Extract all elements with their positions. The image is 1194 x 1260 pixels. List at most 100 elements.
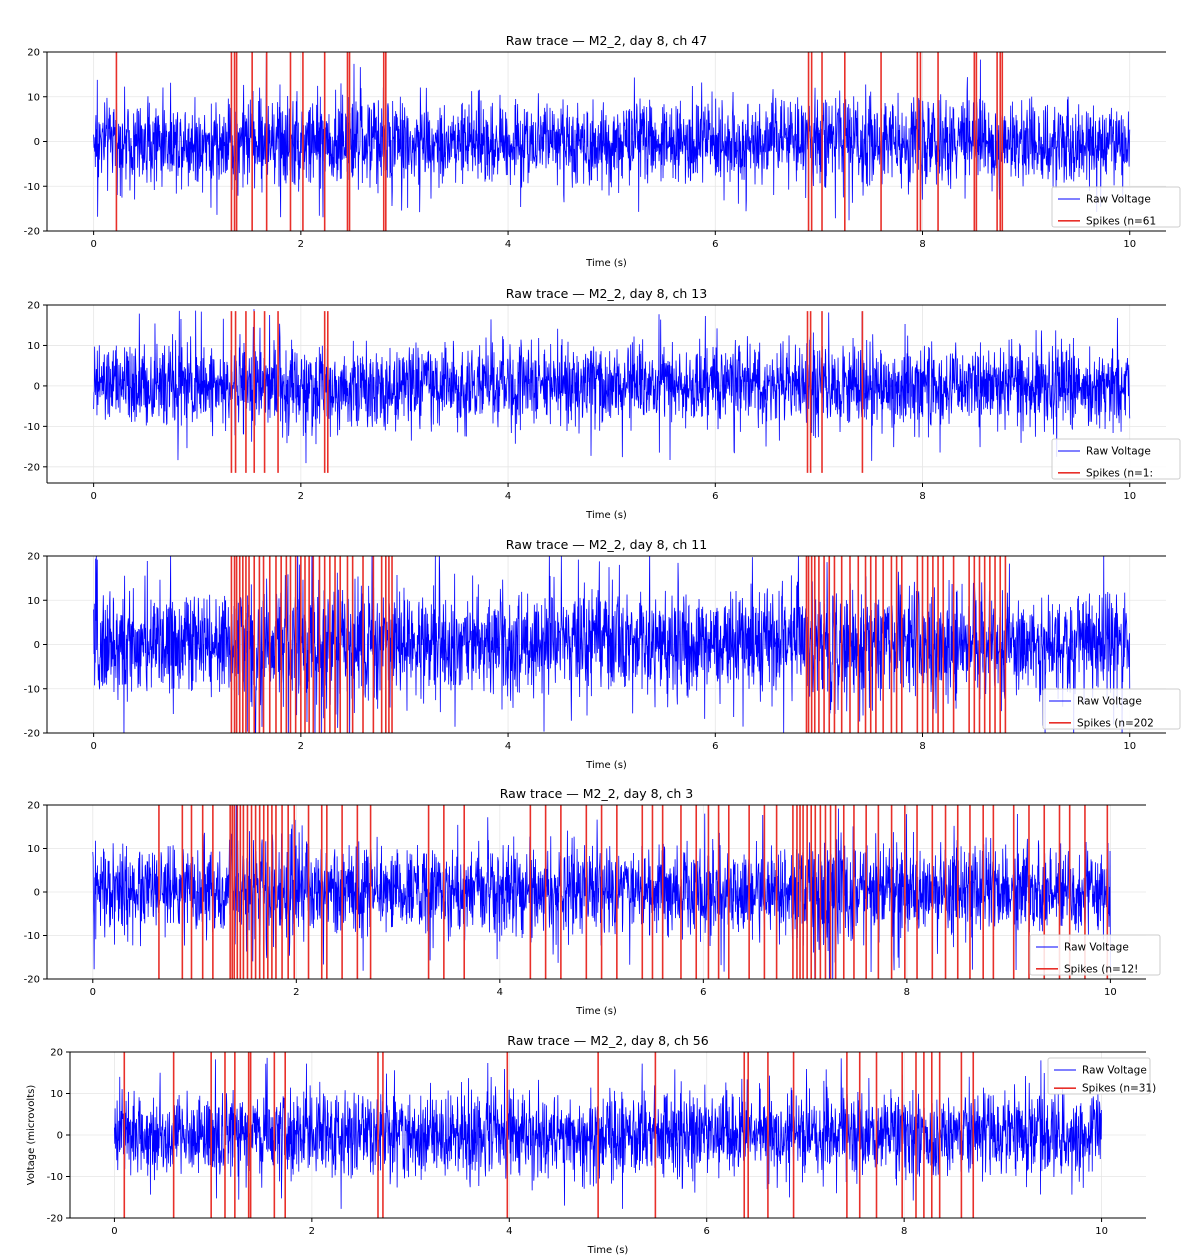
x-tick-label: 2 [298, 741, 304, 752]
y-tick-label: 0 [34, 888, 40, 899]
x-tick-label: 10 [1095, 1226, 1108, 1237]
x-tick-label: 2 [293, 987, 299, 998]
x-tick-label: 0 [90, 741, 96, 752]
x-axis-label: Time (s) [585, 258, 627, 269]
y-tick-label: -20 [24, 462, 40, 473]
x-tick-label: 0 [90, 239, 96, 250]
x-tick-label: 2 [298, 239, 304, 250]
x-axis-label: Time (s) [587, 1245, 629, 1256]
legend-label-spikes: Spikes (n=61 [1086, 215, 1156, 227]
y-tick-label: -10 [24, 182, 40, 193]
y-tick-label: 0 [57, 1131, 63, 1142]
legend-box [1029, 934, 1161, 976]
y-tick-label: -10 [24, 931, 40, 942]
legend-label-raw: Raw Voltage [1086, 194, 1151, 206]
y-tick-label: -20 [24, 227, 40, 238]
y-tick-label: 0 [34, 381, 40, 392]
x-tick-label: 8 [919, 239, 925, 250]
y-tick-label: -20 [24, 975, 40, 986]
x-axis-label: Time (s) [575, 1006, 617, 1017]
legend: Raw Voltage Spikes (n=12! [1029, 934, 1161, 976]
plot-area [93, 556, 1131, 733]
x-tick-label: 8 [919, 741, 925, 752]
chart-panel-4: 0 2 4 6 8 10 20 10 0 -10 -20 Raw trace — M2_2, day … [24, 786, 1161, 1017]
legend-label-raw: Raw Voltage [1086, 446, 1151, 458]
chart-panel-1: 0 2 4 6 8 10 20 10 0 -10 -20 Raw trace — M2_2, day … [24, 33, 1181, 269]
y-tick-label: 0 [34, 640, 40, 651]
x-tick-label: 6 [712, 741, 718, 752]
chart-panel-3: 0 2 4 6 8 10 20 10 0 -10 -20 Raw trace — M2_2, day … [24, 537, 1181, 771]
y-tick-label: 10 [27, 844, 40, 855]
x-tick-label: 10 [1123, 239, 1136, 250]
plot-area [93, 52, 1131, 231]
y-tick-label: 20 [27, 801, 40, 812]
plot-area [114, 1052, 1102, 1218]
y-tick-label: 10 [50, 1089, 63, 1100]
x-axis-label: Time (s) [585, 760, 627, 771]
legend-box [1047, 1057, 1151, 1095]
x-tick-label: 6 [700, 987, 706, 998]
y-tick-label: 20 [27, 48, 40, 59]
legend-label-raw: Raw Voltage [1077, 696, 1142, 708]
legend-label-raw: Raw Voltage [1064, 942, 1129, 954]
plot-area [92, 805, 1111, 979]
y-tick-label: 20 [27, 552, 40, 563]
legend-box [1051, 186, 1181, 228]
plot-area [93, 309, 1131, 473]
x-tick-label: 0 [90, 987, 96, 998]
chart-title: Raw trace — M2_2, day 8, ch 11 [506, 537, 707, 552]
chart-title: Raw trace — M2_2, day 8, ch 56 [507, 1033, 708, 1048]
chart-title: Raw trace — M2_2, day 8, ch 3 [500, 786, 693, 801]
x-tick-label: 4 [506, 1226, 512, 1237]
y-tick-label: 10 [27, 92, 40, 103]
x-tick-label: 2 [309, 1226, 315, 1237]
x-tick-label: 10 [1104, 987, 1117, 998]
x-tick-label: 4 [497, 987, 503, 998]
y-tick-label: 10 [27, 341, 40, 352]
x-tick-label: 8 [904, 987, 910, 998]
legend-box [1042, 688, 1181, 730]
y-tick-label: 0 [34, 137, 40, 148]
y-tick-label: -20 [24, 729, 40, 740]
legend-box [1051, 438, 1181, 480]
x-tick-label: 6 [704, 1226, 710, 1237]
legend: Raw Voltage Spikes (n=202 [1042, 688, 1181, 730]
x-tick-label: 8 [901, 1226, 907, 1237]
y-tick-label: -20 [47, 1214, 63, 1225]
raw-voltage-trace [114, 1057, 1102, 1212]
raw-voltage-trace [93, 309, 1131, 464]
x-tick-label: 2 [298, 491, 304, 502]
y-tick-label: 20 [27, 301, 40, 312]
legend-label-raw: Raw Voltage [1082, 1065, 1147, 1077]
raw-voltage-trace [93, 556, 1131, 733]
x-tick-label: 0 [111, 1226, 117, 1237]
x-tick-label: 6 [712, 239, 718, 250]
y-tick-label: -10 [24, 684, 40, 695]
y-tick-label: -10 [47, 1172, 63, 1183]
chart-panel-5: 0 2 4 6 8 10 20 10 0 -10 -20 Raw trace — M2_2, day … [26, 1033, 1156, 1256]
chart-title: Raw trace — M2_2, day 8, ch 47 [506, 33, 707, 48]
legend-label-spikes: Spikes (n=1: [1086, 467, 1153, 479]
x-tick-label: 4 [505, 741, 511, 752]
x-tick-label: 10 [1123, 491, 1136, 502]
chart-title: Raw trace — M2_2, day 8, ch 13 [506, 286, 707, 301]
x-tick-label: 8 [919, 491, 925, 502]
y-axis-label: Voltage (microvolts) [26, 1085, 37, 1186]
chart-panel-2: 0 2 4 6 8 10 20 10 0 -10 -20 Raw trace — M2_2, day … [24, 286, 1181, 521]
x-tick-label: 4 [505, 491, 511, 502]
legend-label-spikes: Spikes (n=31) [1082, 1083, 1156, 1095]
x-tick-label: 10 [1123, 741, 1136, 752]
legend-label-spikes: Spikes (n=202 [1077, 717, 1154, 729]
x-tick-label: 4 [505, 239, 511, 250]
legend: Raw Voltage Spikes (n=61 [1051, 186, 1181, 228]
y-tick-label: -10 [24, 422, 40, 433]
x-tick-label: 6 [712, 491, 718, 502]
x-tick-label: 0 [90, 491, 96, 502]
x-axis-label: Time (s) [585, 510, 627, 521]
legend-label-spikes: Spikes (n=12! [1064, 963, 1138, 975]
y-tick-label: 20 [50, 1048, 63, 1059]
legend: Raw Voltage Spikes (n=1: [1051, 438, 1181, 480]
legend: Raw Voltage Spikes (n=31) [1047, 1057, 1156, 1095]
y-tick-label: 10 [27, 596, 40, 607]
